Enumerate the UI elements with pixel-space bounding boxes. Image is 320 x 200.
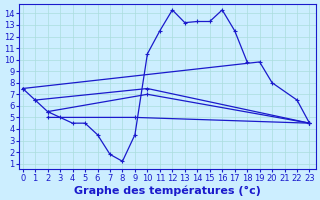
- X-axis label: Graphe des températures (°c): Graphe des températures (°c): [74, 185, 261, 196]
